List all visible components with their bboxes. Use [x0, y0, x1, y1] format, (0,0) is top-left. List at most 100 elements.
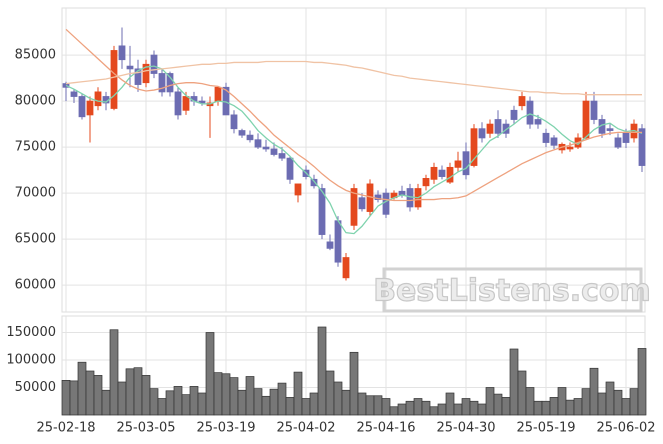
volume-bar — [437, 403, 447, 416]
volume-bar — [93, 375, 103, 416]
candle-body — [382, 192, 390, 215]
y-tick-label: 70000 — [15, 186, 56, 201]
candle-body — [310, 178, 318, 187]
volume-bar — [277, 382, 287, 416]
volume-bar — [445, 392, 455, 416]
candle-body — [110, 50, 118, 109]
candle-body — [454, 160, 462, 168]
y-tick-label: 100000 — [6, 353, 56, 368]
volume-bar — [309, 392, 319, 416]
volume-bar — [381, 398, 391, 416]
candle-body — [430, 166, 438, 180]
candle-body — [78, 96, 86, 118]
volume-bar — [253, 388, 263, 416]
candle-body — [294, 183, 302, 196]
volume-bar — [621, 398, 631, 416]
candle-body — [606, 128, 614, 131]
candle-body — [478, 128, 486, 139]
price-frame — [61, 7, 646, 313]
candle-body — [542, 132, 550, 143]
volume-bar — [461, 398, 471, 416]
volume-bar — [165, 390, 175, 416]
volume-bar — [69, 380, 79, 416]
volume-bar — [597, 392, 607, 416]
y-tick-label: 80000 — [15, 94, 56, 109]
candle-body — [142, 63, 150, 84]
volume-bar — [429, 406, 439, 416]
volume-bar — [173, 386, 183, 416]
volume-bar — [389, 406, 399, 416]
x-tick-label: 25-03-19 — [196, 421, 255, 436]
y-tick-label: 50000 — [15, 380, 56, 395]
candle-body — [166, 73, 174, 93]
volume-bar — [133, 367, 143, 416]
watermark: BestListens.com — [373, 274, 651, 309]
candle-body — [126, 65, 134, 70]
candle-body — [534, 119, 542, 125]
candle-body — [86, 100, 94, 116]
candle-body — [614, 137, 622, 148]
candle-body — [518, 96, 526, 107]
candle-body — [150, 54, 158, 74]
volume-bar — [373, 395, 383, 416]
volume-bar — [109, 329, 119, 416]
volume-bar — [565, 399, 575, 416]
candle-body — [270, 148, 278, 155]
candle-body — [134, 68, 142, 85]
volume-bar — [549, 397, 559, 416]
candle-body — [198, 100, 206, 104]
volume-bar — [629, 388, 639, 416]
candle-body — [254, 139, 262, 148]
candle-body — [526, 100, 534, 125]
candle-body — [94, 91, 102, 107]
volume-bar — [325, 370, 335, 416]
volume-bar — [149, 388, 159, 416]
candle-body — [174, 91, 182, 116]
candle-body — [350, 188, 358, 226]
volume-bar — [541, 400, 551, 416]
plot-layer: 60000 65000 70000 75000 80000 85000 50000 10000… — [6, 8, 656, 436]
volume-bar — [573, 398, 583, 416]
volume-bar — [533, 400, 543, 416]
candle-body — [326, 241, 334, 249]
volume-bar — [349, 351, 359, 416]
candle-body — [342, 257, 350, 279]
y-tick-label: 85000 — [15, 48, 56, 63]
volume-bar — [229, 377, 239, 416]
candle-body — [374, 194, 382, 200]
x-tick-label: 25-05-19 — [516, 421, 575, 436]
candle-body — [566, 146, 574, 150]
volume-bar — [357, 392, 367, 416]
volume-bar — [237, 389, 247, 416]
candle-body — [502, 123, 510, 134]
candle-body — [278, 153, 286, 159]
candle-body — [230, 114, 238, 130]
volume-bar — [341, 389, 351, 416]
y-tick-label: 65000 — [15, 232, 56, 247]
volume-bar — [405, 400, 415, 416]
volume-bar — [317, 326, 327, 416]
volume-bar — [397, 403, 407, 416]
candle-body — [246, 134, 254, 141]
moving-average-line — [65, 60, 642, 96]
candle-body — [214, 86, 222, 102]
x-tick-label: 25-03-05 — [116, 421, 175, 436]
volume-bar — [205, 332, 215, 416]
volume-bar — [117, 381, 127, 416]
candle-body — [510, 109, 518, 120]
volume-bar — [485, 387, 495, 416]
volume-bar — [101, 389, 111, 416]
volume-bar — [637, 348, 647, 416]
volume-bar — [221, 373, 231, 416]
y-tick-label: 150000 — [6, 325, 56, 340]
volume-bar — [589, 367, 599, 416]
volume-bar — [421, 400, 431, 416]
candle-body — [70, 91, 78, 97]
candle-body — [318, 188, 326, 235]
candle-body — [550, 137, 558, 146]
candle-body — [358, 197, 366, 210]
volume-bar — [141, 375, 151, 416]
volume-bar — [245, 376, 255, 416]
volume-bar — [301, 398, 311, 416]
